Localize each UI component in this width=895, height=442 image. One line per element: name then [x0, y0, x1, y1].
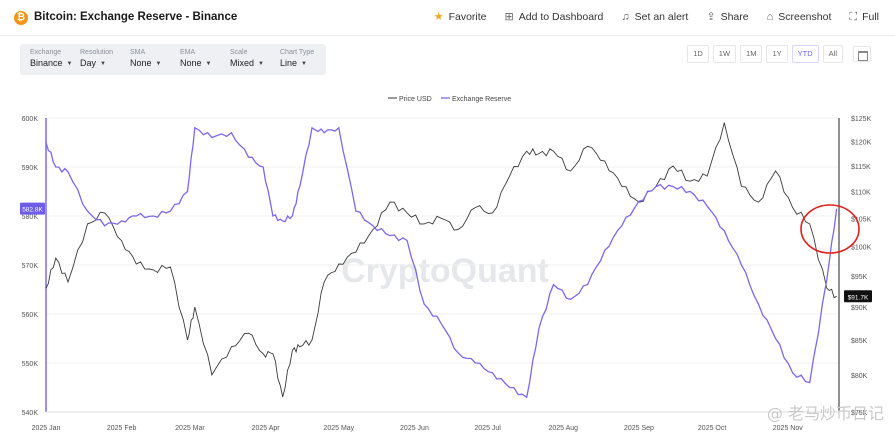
scale-value: Mixed	[230, 58, 255, 68]
star-icon: ★	[433, 11, 444, 23]
x-axis-tick: 2025 Feb	[107, 425, 137, 432]
left-axis-tick: 580K	[22, 214, 39, 221]
left-axis-tick: 550K	[22, 361, 39, 368]
left-axis-tick: 540K	[22, 410, 39, 417]
favorite-label: Favorite	[448, 11, 487, 23]
chart-type-select[interactable]: Chart Type Line ▼	[270, 44, 323, 75]
chart-type-label: Chart Type	[280, 49, 315, 56]
scale-label: Scale	[230, 49, 248, 56]
right-axis-tick: $95K	[851, 274, 868, 281]
price-value-badge	[844, 290, 872, 303]
fullscreen-label: Full	[862, 11, 879, 23]
dashboard-icon: ⊞	[504, 11, 514, 23]
sma-label: SMA	[130, 49, 146, 56]
exchange-reserve-line	[45, 126, 838, 399]
right-axis-tick: $110K	[851, 190, 871, 197]
range-1d-button[interactable]: 1D	[687, 45, 709, 63]
reserve-value-badge	[20, 202, 45, 215]
left-axis-tick: 570K	[22, 263, 39, 270]
legend-reserve-label: Exchange Reserve	[452, 96, 511, 103]
left-axis-tick: 590K	[22, 165, 39, 172]
right-axis-tick: $85K	[851, 338, 868, 345]
highlight-circle	[800, 204, 860, 254]
set-alert-button[interactable]: ♫ Set an alert	[621, 11, 688, 23]
x-axis-tick: 2025 Oct	[698, 425, 726, 432]
ema-label: EMA	[180, 49, 196, 56]
screenshot-button[interactable]: ⌂ Screenshot	[767, 11, 832, 23]
x-axis-tick: 2025 Jun	[400, 425, 429, 432]
right-axis-tick: $105K	[851, 216, 872, 223]
x-axis-tick: 2025 Nov	[773, 425, 803, 432]
caret-down-icon: ▼	[100, 61, 106, 67]
resolution-label: Resolution	[80, 49, 114, 56]
bitcoin-icon: ₿	[14, 11, 28, 25]
range-ytd-button[interactable]: YTD	[791, 45, 819, 63]
page-title: Bitcoin: Exchange Reserve - Binance	[34, 11, 238, 23]
screenshot-label: Screenshot	[778, 11, 832, 23]
add-to-dashboard-button[interactable]: ⊞ Add to Dashboard	[505, 11, 604, 23]
left-axis-tick: 600K	[22, 116, 39, 123]
price-value-badge-text: $91.7K	[848, 294, 869, 301]
favorite-button[interactable]: ★ Favorite	[434, 11, 487, 23]
right-axis-tick: $75K	[851, 410, 868, 417]
add-to-dashboard-label: Add to Dashboard	[518, 11, 604, 23]
x-axis-tick: 2025 Sep	[624, 425, 654, 432]
fullscreen-icon: ⛶	[849, 11, 858, 23]
exchange-select[interactable]: Exchange Binance ▼	[20, 44, 73, 75]
right-axis-tick: $115K	[851, 164, 871, 171]
right-axis-tick: $80K	[851, 373, 868, 380]
resolution-value: Day	[80, 58, 97, 68]
caret-down-icon: ▼	[301, 61, 307, 67]
caret-down-icon: ▼	[155, 61, 162, 67]
ema-value: None	[180, 58, 202, 68]
range-all-button[interactable]: All	[822, 45, 843, 63]
x-axis-tick: 2025 May	[323, 425, 354, 432]
share-label: Share	[720, 11, 749, 23]
range-selector: 1D 1W 1M 1Y YTD All	[687, 45, 871, 63]
resolution-select[interactable]: Resolution Day ▼	[70, 44, 120, 75]
range-1y-button[interactable]: 1Y	[766, 45, 788, 63]
x-axis-tick: 2025 Mar	[175, 425, 205, 432]
share-button[interactable]: ⇪ Share	[706, 11, 748, 23]
reserve-value-badge-text: 582.8K	[22, 207, 43, 214]
caret-down-icon: ▼	[66, 61, 73, 67]
camera-icon: ⌂	[766, 11, 774, 23]
exchange-label: Exchange	[30, 49, 62, 56]
price-usd-line	[45, 122, 837, 398]
cryptoquant-watermark: CryptoQuant	[341, 252, 549, 290]
fullscreen-button[interactable]: ⛶ Full	[849, 11, 879, 23]
x-axis-tick: 2025 Apr	[252, 425, 281, 432]
right-axis-tick: $100K	[851, 244, 872, 251]
left-axis-tick: 560K	[22, 312, 39, 319]
chart-controls: Exchange Binance ▼ Resolution Day ▼ SMA No…	[20, 44, 326, 75]
share-icon: ⇪	[706, 11, 716, 23]
x-axis-tick: 2025 Jan	[32, 425, 61, 432]
sma-select[interactable]: SMA None ▼	[120, 44, 170, 75]
caret-down-icon: ▼	[205, 61, 212, 67]
chart-type-value: Line	[280, 58, 298, 68]
sma-value: None	[130, 58, 152, 68]
set-alert-label: Set an alert	[634, 11, 689, 23]
caret-down-icon: ▼	[258, 61, 264, 67]
legend-price-label: Price USD	[399, 96, 432, 103]
right-axis-tick: $125K	[851, 116, 872, 123]
bell-icon: ♫	[621, 11, 630, 23]
range-1w-button[interactable]: 1W	[712, 45, 737, 63]
exchange-value: Binance	[30, 58, 63, 68]
source-watermark: @ 老马炒币日记	[767, 404, 884, 423]
page-header: ₿ Bitcoin: Exchange Reserve - Binance ★ …	[0, 0, 895, 36]
header-actions: ★ Favorite ⊞ Add to Dashboard ♫ Set an a…	[434, 11, 879, 23]
right-axis-tick: $90K	[851, 305, 868, 312]
scale-select[interactable]: Scale Mixed ▼	[220, 44, 270, 75]
x-axis-tick: 2025 Jul	[474, 425, 501, 432]
x-axis-tick: 2025 Aug	[548, 425, 578, 432]
ema-select[interactable]: EMA None ▼	[170, 44, 220, 75]
calendar-icon[interactable]	[853, 46, 871, 62]
range-1m-button[interactable]: 1M	[740, 45, 763, 63]
right-axis-tick: $120K	[851, 139, 872, 146]
